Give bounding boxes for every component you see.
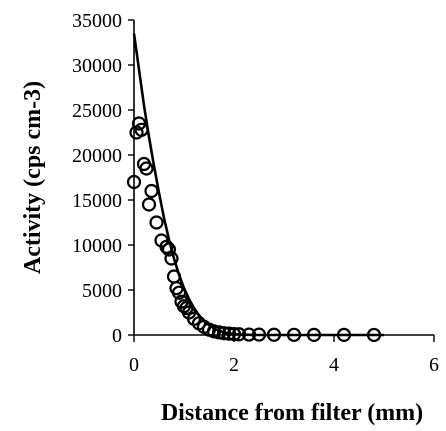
x-tick-label: 0: [129, 354, 139, 376]
y-tick-label: 0: [112, 325, 122, 347]
data-point: [336, 327, 352, 343]
data-point: [161, 242, 177, 257]
y-tick-label: 25000: [72, 100, 122, 122]
y-axis-title: Activity (cps cm-3): [20, 81, 46, 274]
data-point: [241, 327, 257, 342]
data-point: [211, 325, 227, 340]
y-tick-label: 5000: [82, 280, 122, 302]
y-tick-label: 30000: [72, 55, 122, 77]
y-tick-label: 10000: [72, 235, 122, 257]
x-tick-label: 4: [329, 354, 339, 376]
data-point: [134, 122, 149, 137]
x-tick-label: 2: [229, 354, 239, 376]
data-point: [266, 327, 282, 342]
data-point: [149, 215, 164, 230]
data-points: [126, 116, 382, 343]
data-point: [226, 327, 242, 342]
y-axis-ticks: 0 5000 10000 15000 20000 25000 30000 35000: [72, 10, 134, 347]
data-point: [131, 116, 147, 131]
data-point: [306, 327, 322, 342]
data-point: [366, 327, 382, 343]
data-point: [164, 251, 179, 266]
data-point: [251, 327, 267, 342]
data-point: [216, 326, 232, 341]
data-point: [166, 269, 182, 284]
data-point: [126, 174, 142, 190]
y-tick-label: 20000: [72, 145, 122, 167]
data-point: [286, 327, 302, 342]
x-axis-ticks: 0 2 4 6: [129, 335, 439, 376]
data-point: [171, 285, 187, 300]
x-axis-title: Distance from filter (mm): [161, 400, 423, 426]
data-point: [159, 239, 174, 254]
y-tick-label: 35000: [72, 10, 122, 32]
data-point: [141, 197, 157, 212]
data-point: [206, 324, 222, 339]
data-point: [139, 161, 154, 176]
data-point: [231, 327, 247, 342]
x-tick-label: 6: [429, 354, 439, 376]
y-tick-label: 15000: [72, 190, 122, 212]
data-point: [144, 183, 159, 199]
data-point: [221, 326, 237, 341]
